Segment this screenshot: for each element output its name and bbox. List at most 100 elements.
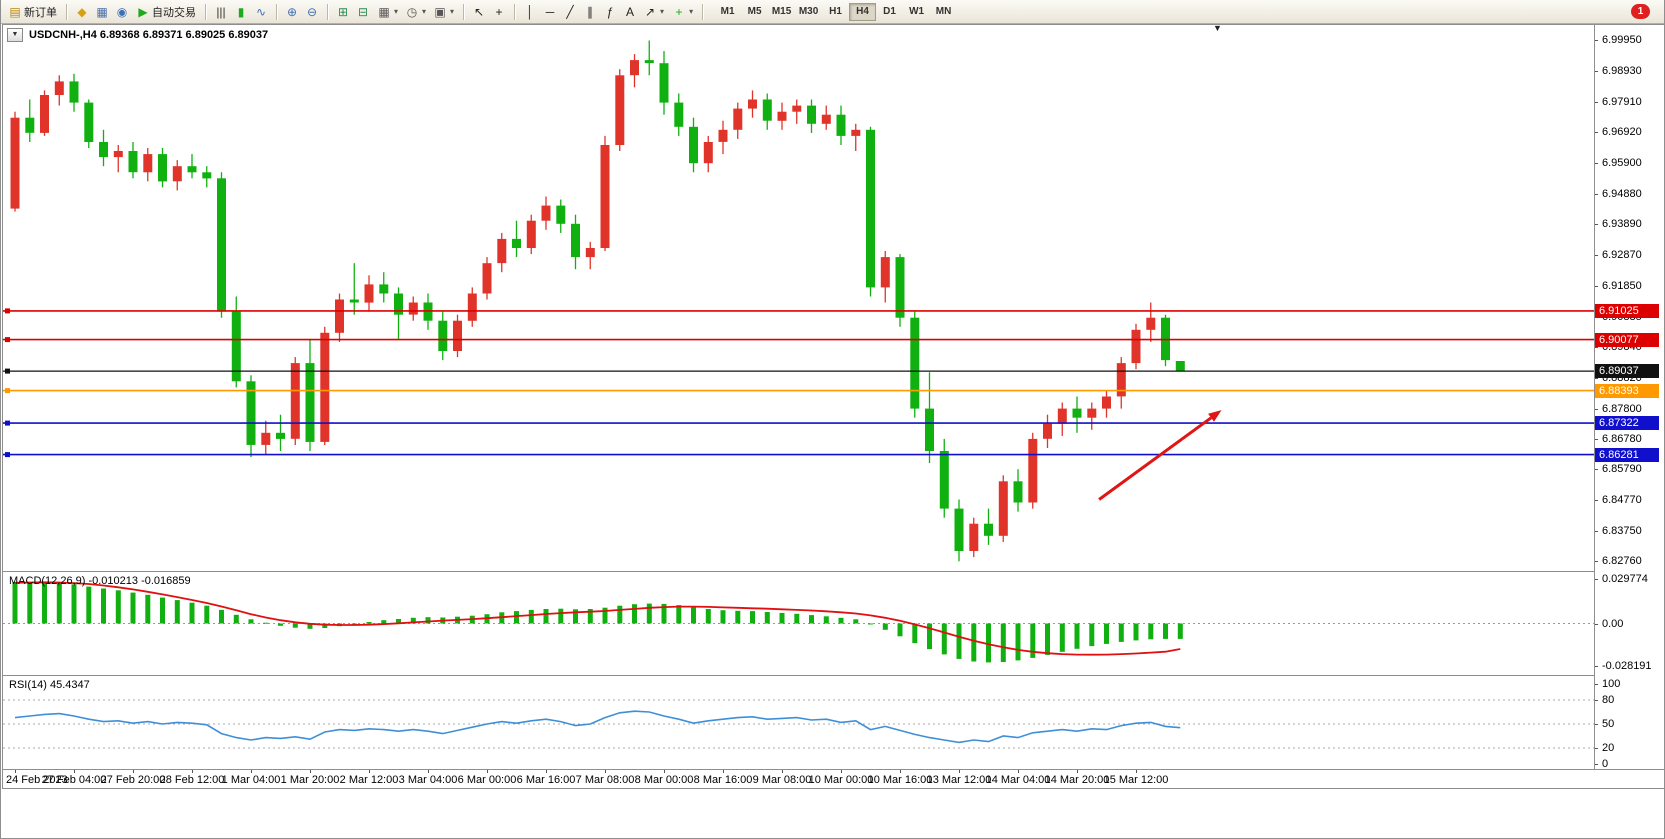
- fibonacci-button[interactable]: ƒ: [600, 2, 620, 22]
- crosshair-icon: +: [495, 4, 503, 19]
- vertical-line-button[interactable]: │: [520, 2, 540, 22]
- panel-separator[interactable]: [3, 769, 1664, 770]
- scale-tick: [1595, 224, 1598, 225]
- line-handle[interactable]: [5, 308, 10, 314]
- indicators-group: + ▾: [669, 2, 697, 22]
- line-handle[interactable]: [5, 337, 10, 343]
- main-chart-canvas[interactable]: [3, 25, 1594, 571]
- autotrading-icon: ▶: [138, 4, 148, 19]
- chart-shift-marker-icon[interactable]: ▼: [1213, 23, 1222, 33]
- crosshair-button[interactable]: +: [489, 2, 509, 22]
- arrow-objects-button[interactable]: ↗ ▾: [640, 2, 668, 22]
- time-tick: [900, 770, 901, 773]
- zoom-out-button[interactable]: ⊖: [302, 2, 322, 22]
- zoom-in-button[interactable]: ⊕: [282, 2, 302, 22]
- price-scale-label: 6.86780: [1602, 433, 1642, 445]
- time-label: 24 Feb 2023: [6, 774, 68, 786]
- trend-arrow-annotation[interactable]: [1098, 410, 1222, 501]
- scale-tick: [1595, 469, 1598, 470]
- time-label: 27 Feb 20:00: [100, 774, 166, 786]
- price-scale-label: 6.96920: [1602, 126, 1642, 138]
- new-chart-button[interactable]: ▦ ▾: [374, 2, 402, 22]
- time-label: 10 Mar 16:00: [867, 774, 933, 786]
- timeframe-m5-button[interactable]: M5: [741, 3, 768, 21]
- macd-histogram: [12, 582, 1183, 663]
- price-scale[interactable]: 6.99950 6.98930 6.97910 6.96920 6.95900 6.948…: [1595, 25, 1664, 770]
- bar-chart-icon: |||: [216, 4, 226, 19]
- scale-tick: [1595, 132, 1598, 133]
- time-tick: [959, 770, 960, 773]
- one-click-trading-collapse-icon[interactable]: ▼: [7, 28, 23, 42]
- autotrading-button[interactable]: ▶ 自动交易: [133, 2, 200, 22]
- candlestick-chart-button[interactable]: ▮: [231, 2, 251, 22]
- draw-tools-group: │ ─ ╱ ∥ ƒ A ↗ ▾: [520, 2, 668, 22]
- zoom-group: ⊕ ⊖: [282, 2, 322, 22]
- chart-tools-group: ▦ ▾ ◷ ▾ ▣ ▾: [374, 2, 458, 22]
- scale-tick: [1595, 194, 1598, 195]
- scale-tick: [1595, 666, 1598, 667]
- time-label: 10 Mar 00:00: [808, 774, 874, 786]
- metaquotes-icon: ◉: [116, 4, 128, 19]
- panel-separator[interactable]: [3, 571, 1664, 572]
- scale-tick: [1595, 561, 1598, 562]
- fibonacci-icon: ƒ: [606, 4, 614, 19]
- line-handle[interactable]: [5, 388, 10, 394]
- time-tick: [664, 770, 665, 773]
- bar-chart-button[interactable]: |||: [211, 2, 231, 22]
- scale-tick: [1595, 579, 1598, 580]
- rsi-indicator-canvas[interactable]: [3, 676, 1594, 769]
- indicators-button[interactable]: + ▾: [669, 2, 697, 22]
- toolbar: ▤ 新订单 ◆ ▦ ◉ ▶ 自动交易 ||| ▮ ∿ ⊕ ⊖ ⊞ ⊟ ▦ ▾ ◷ ▾ ▣ ▾ ↖ + │…: [1, 0, 1664, 24]
- time-label: 7 Mar 08:00: [575, 774, 635, 786]
- line-handle[interactable]: [5, 420, 10, 426]
- time-axis[interactable]: 24 Feb 2023 27 Feb 04:00 27 Feb 20:00 28 Fe…: [3, 770, 1594, 788]
- time-tick: [1077, 770, 1078, 773]
- template-icon: ▣: [434, 4, 446, 19]
- timeframe-mn-button[interactable]: MN: [930, 3, 957, 21]
- panel-separator[interactable]: [3, 675, 1664, 676]
- price-tag: 6.88393: [1595, 384, 1659, 398]
- timeframe-h4-button[interactable]: H4: [849, 2, 877, 21]
- price-tag: 6.91025: [1595, 304, 1659, 318]
- text-label-button[interactable]: A: [620, 2, 640, 22]
- notification-badge[interactable]: 1: [1631, 4, 1650, 19]
- metaquotes-button[interactable]: ◉: [112, 2, 132, 22]
- time-tick: [723, 770, 724, 773]
- horizontal-line-button[interactable]: ─: [540, 2, 560, 22]
- template-button[interactable]: ▣ ▾: [430, 2, 458, 22]
- timeframe-m15-button[interactable]: M15: [768, 3, 795, 21]
- data-window-button[interactable]: ▦: [92, 2, 112, 22]
- timeframe-m1-button[interactable]: M1: [714, 3, 741, 21]
- timeframe-m30-button[interactable]: M30: [795, 3, 822, 21]
- dropdown-arrow-icon: ▾: [450, 7, 455, 16]
- scale-tick: [1595, 286, 1598, 287]
- tile-windows-button[interactable]: ⊞: [333, 2, 353, 22]
- scale-tick: [1595, 347, 1598, 348]
- market-watch-button[interactable]: ◆: [72, 2, 92, 22]
- indicators-icon: +: [675, 4, 683, 19]
- price-scale-label: 6.92870: [1602, 249, 1642, 261]
- timeframe-h1-button[interactable]: H1: [822, 3, 849, 21]
- toolbar-separator: [702, 3, 704, 20]
- toolbar-separator: [463, 3, 465, 20]
- system-icons-group: ◆ ▦ ◉: [72, 2, 132, 22]
- timeframe-w1-button[interactable]: W1: [903, 3, 930, 21]
- toolbar-separator: [276, 3, 277, 20]
- time-tick: [74, 770, 75, 773]
- line-handle[interactable]: [5, 452, 10, 458]
- zoom-in-icon: ⊕: [286, 4, 298, 19]
- line-handle[interactable]: [5, 368, 10, 374]
- equidistant-channel-button[interactable]: ∥: [580, 2, 600, 22]
- cursor-button[interactable]: ↖: [469, 2, 489, 22]
- cascade-windows-button[interactable]: ⊟: [353, 2, 373, 22]
- price-scale-label: 6.82760: [1602, 555, 1642, 567]
- new-order-button[interactable]: ▤ 新订单: [5, 2, 61, 22]
- timeframe-d1-button[interactable]: D1: [876, 3, 903, 21]
- price-scale-separator: [1594, 25, 1595, 769]
- macd-indicator-canvas[interactable]: [3, 572, 1594, 675]
- time-tick: [487, 770, 488, 773]
- period-button[interactable]: ◷ ▾: [402, 2, 430, 22]
- trendline-button[interactable]: ╱: [560, 2, 580, 22]
- line-chart-button[interactable]: ∿: [251, 2, 271, 22]
